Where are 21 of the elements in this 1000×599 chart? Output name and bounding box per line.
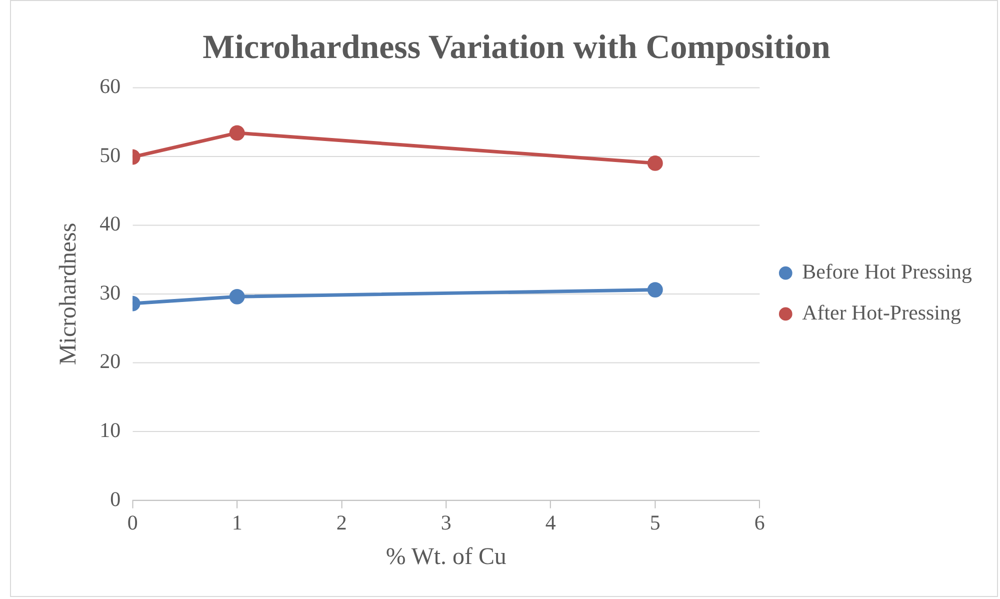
point (647, 282, 663, 298)
x-axis-title: % Wt. of Cu (386, 544, 506, 570)
point (647, 155, 663, 171)
y-tick-label: 0 (110, 486, 121, 511)
y-tick-label: 20 (100, 349, 121, 374)
x-tick-label: 3 (440, 510, 452, 534)
y-tick-label: 10 (100, 418, 121, 442)
x-tick-label: 6 (754, 510, 765, 534)
x-tick-label: 1 (232, 510, 242, 534)
y-tick-label: 40 (100, 212, 121, 236)
y-tick-label: 30 (100, 280, 121, 304)
x-tick-label: 2 (336, 510, 347, 534)
x-tick-label: 4 (545, 510, 556, 534)
x-tick-label: 5 (650, 510, 660, 534)
y-tick-label: 60 (100, 74, 121, 98)
x-tick-label: 0 (127, 510, 138, 534)
legend-label: Before Hot Pressing (802, 260, 973, 284)
y-tick-label: 50 (100, 142, 121, 167)
legend-label: After Hot-Pressing (802, 300, 962, 324)
y-axis-title: Microhardness (56, 222, 82, 365)
chart-title: Microhardness Variation with Composition (202, 29, 831, 66)
